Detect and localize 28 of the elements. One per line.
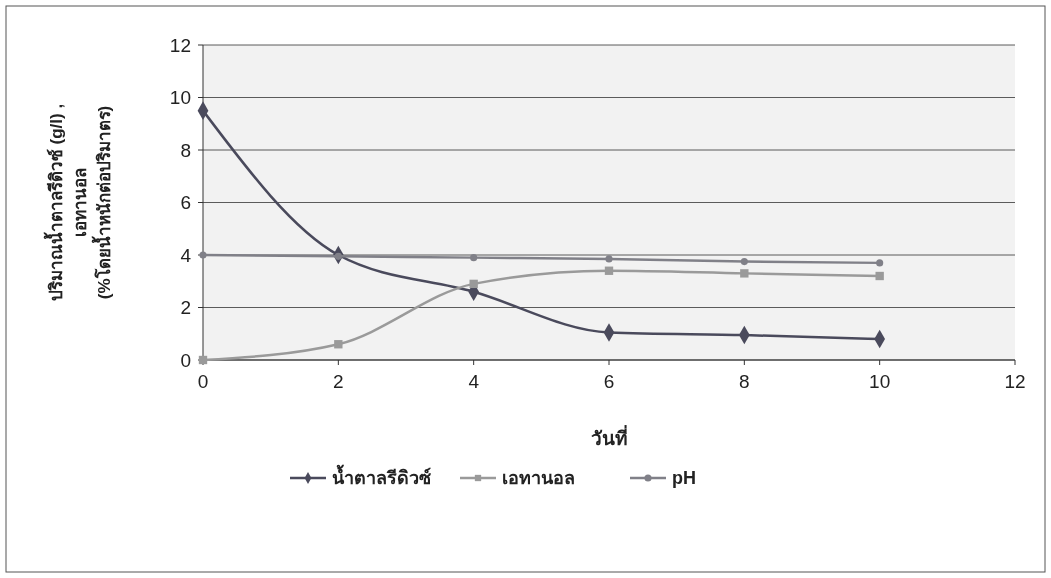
x-tick-label: 8 — [739, 371, 750, 392]
point — [470, 254, 478, 262]
x-tick-label: 4 — [468, 371, 480, 392]
x-tick-label: 2 — [333, 371, 344, 392]
y-tick-label: 12 — [169, 34, 191, 56]
x-tick-label: 10 — [869, 371, 891, 392]
x-tick-label: 6 — [603, 371, 615, 392]
point — [875, 271, 884, 281]
y-axis-title: ปริมาณน้ำตาลรีดิวซ์ (g/l) , เอทานอล (%โดยน้ำหนักต่อปริมาตร) — [43, 103, 114, 302]
point — [876, 259, 884, 267]
x-axis-title: วันที่ — [590, 425, 628, 449]
point — [740, 258, 748, 266]
y-tick-label: 8 — [180, 139, 191, 161]
legend-label: เอทานอล — [502, 468, 575, 489]
point — [334, 340, 343, 349]
point — [740, 269, 749, 278]
legend-label: pH — [672, 468, 696, 489]
y-tick-label: 0 — [180, 349, 191, 371]
y-tick-label: 10 — [169, 87, 191, 109]
x-tick-label: 12 — [1004, 371, 1026, 392]
x-tick-label: 0 — [197, 371, 209, 392]
point — [605, 255, 613, 263]
y-tick-label: 4 — [180, 244, 192, 266]
y-tick-label: 2 — [180, 297, 191, 319]
y-tick-label: 6 — [180, 192, 191, 214]
legend-label: น้ำตาลรีดิวซ์ — [332, 464, 431, 489]
point — [469, 279, 478, 289]
point — [604, 266, 614, 275]
